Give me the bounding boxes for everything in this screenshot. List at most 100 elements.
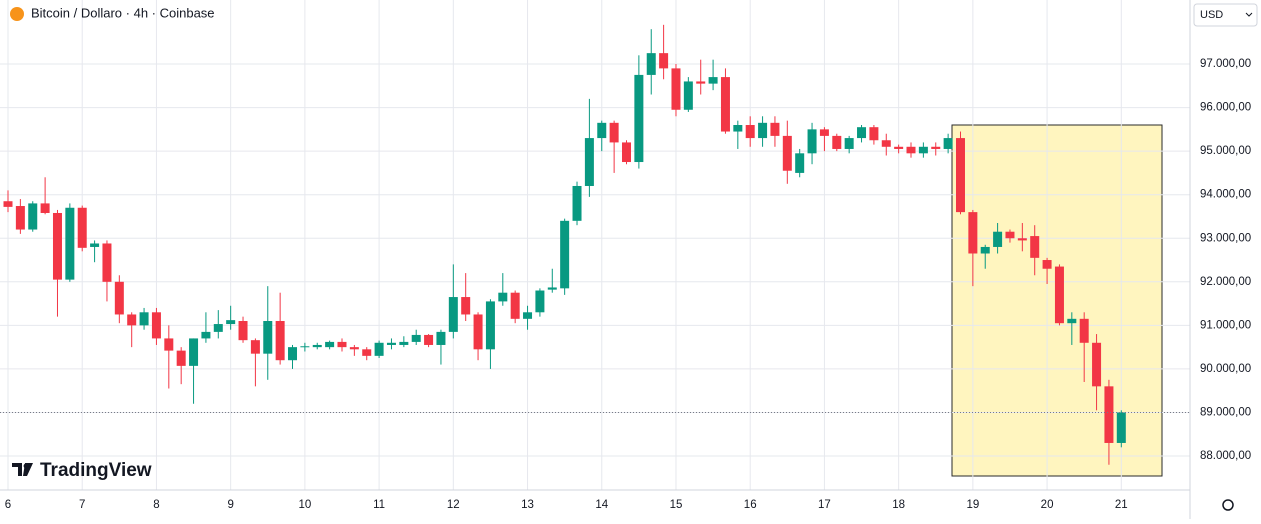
candle-body: [300, 346, 310, 348]
x-tick-label: 16: [744, 499, 757, 511]
candle-body: [671, 68, 681, 110]
chart-title: Bitcoin / Dollaro · 4h · Coinbase: [31, 5, 215, 20]
candle-body: [572, 185, 582, 221]
x-tick-label: 14: [595, 499, 608, 511]
candle-body: [906, 146, 916, 154]
candle-body: [312, 344, 322, 348]
candle-body: [807, 129, 817, 154]
x-tick-label: 17: [818, 499, 831, 511]
candle-body: [189, 338, 199, 366]
x-tick-label: 20: [1041, 499, 1054, 511]
candle-body: [1104, 386, 1114, 443]
candle-body: [708, 77, 718, 84]
y-tick-label: 90.000,00: [1200, 363, 1251, 375]
candle-body: [127, 314, 137, 326]
candle-body: [201, 331, 211, 339]
x-tick-label: 21: [1115, 499, 1128, 511]
candle-body: [139, 312, 149, 326]
candle-body: [349, 347, 359, 350]
candle-body: [795, 153, 805, 173]
candle-body: [745, 125, 755, 139]
candle-body: [646, 53, 656, 75]
candle-body: [374, 342, 384, 356]
candle-body: [164, 338, 174, 351]
candle-body: [733, 125, 743, 132]
candle-body: [918, 146, 928, 154]
y-tick-label: 93.000,00: [1200, 232, 1251, 244]
candle-body: [993, 231, 1003, 247]
candle-body: [844, 138, 854, 149]
dropdown-arrow: [1245, 12, 1253, 17]
candle-body: [151, 312, 161, 339]
candle-body: [65, 207, 75, 280]
x-tick-label: 11: [373, 499, 385, 511]
brand-name: TradingView: [40, 460, 152, 481]
candle-body: [52, 212, 62, 280]
candle-body: [114, 281, 124, 315]
currency-select[interactable]: [1193, 3, 1258, 27]
candle-body: [819, 129, 829, 136]
candle-body: [213, 324, 223, 332]
brand-icon-dot: [23, 463, 29, 469]
x-tick-label: 10: [298, 499, 311, 511]
candle-body: [683, 81, 693, 110]
x-tick-label: 6: [5, 499, 11, 511]
candle-body: [622, 142, 631, 163]
candle-body: [869, 127, 879, 141]
x-tick-label: 19: [966, 499, 979, 511]
x-tick-label: 13: [521, 499, 534, 511]
candle-body: [1005, 231, 1015, 239]
candle-body: [238, 321, 248, 341]
coin-icon: [10, 7, 24, 21]
candle-body: [597, 122, 607, 139]
candle-body: [424, 334, 434, 345]
candle-body: [955, 138, 965, 213]
candle-body: [1030, 236, 1040, 258]
candle-body: [523, 312, 533, 319]
candle-body: [560, 220, 570, 289]
candle-body: [448, 297, 458, 332]
candle-body: [1116, 412, 1126, 443]
candle-body: [1079, 318, 1089, 343]
settings-icon[interactable]: [1222, 499, 1234, 511]
candle-body: [461, 297, 471, 315]
x-tick-label: 8: [153, 499, 159, 511]
candles: [0, 24, 1190, 465]
grid: [0, 0, 1190, 490]
candle-body: [77, 207, 87, 248]
candle-body: [3, 201, 13, 207]
candle-body: [634, 74, 644, 163]
candle-body: [1017, 238, 1027, 241]
candle-body: [1092, 342, 1102, 387]
candle-body: [176, 350, 186, 366]
candle-body: [1067, 318, 1077, 324]
candle-body: [980, 246, 990, 254]
x-tick-label: 12: [447, 499, 460, 511]
candle-body: [498, 292, 508, 302]
candle-body: [288, 347, 298, 361]
y-tick-label: 94.000,00: [1200, 189, 1251, 201]
x-tick-label: 18: [892, 499, 905, 511]
candle-body: [881, 140, 891, 147]
x-tick-label: 7: [79, 499, 85, 511]
candle-body: [547, 287, 557, 290]
candle-body: [782, 135, 792, 171]
candle-body: [510, 292, 520, 319]
candle-body: [968, 212, 978, 254]
y-tick-label: 91.000,00: [1200, 319, 1251, 331]
candle-body: [263, 321, 273, 354]
candle-body: [1042, 260, 1052, 269]
y-tick-label: 96.000,00: [1200, 102, 1251, 114]
candle-body: [758, 122, 768, 139]
candle-body: [102, 243, 112, 282]
y-tick-label: 97.000,00: [1200, 58, 1251, 70]
candle-body: [399, 341, 409, 345]
x-tick-label: 15: [670, 499, 683, 511]
candle-body: [411, 334, 421, 342]
candle-body: [15, 206, 25, 230]
candle-body: [337, 341, 347, 348]
candle-body: [473, 314, 483, 350]
candle-body: [90, 243, 100, 247]
candle-body: [659, 53, 669, 69]
